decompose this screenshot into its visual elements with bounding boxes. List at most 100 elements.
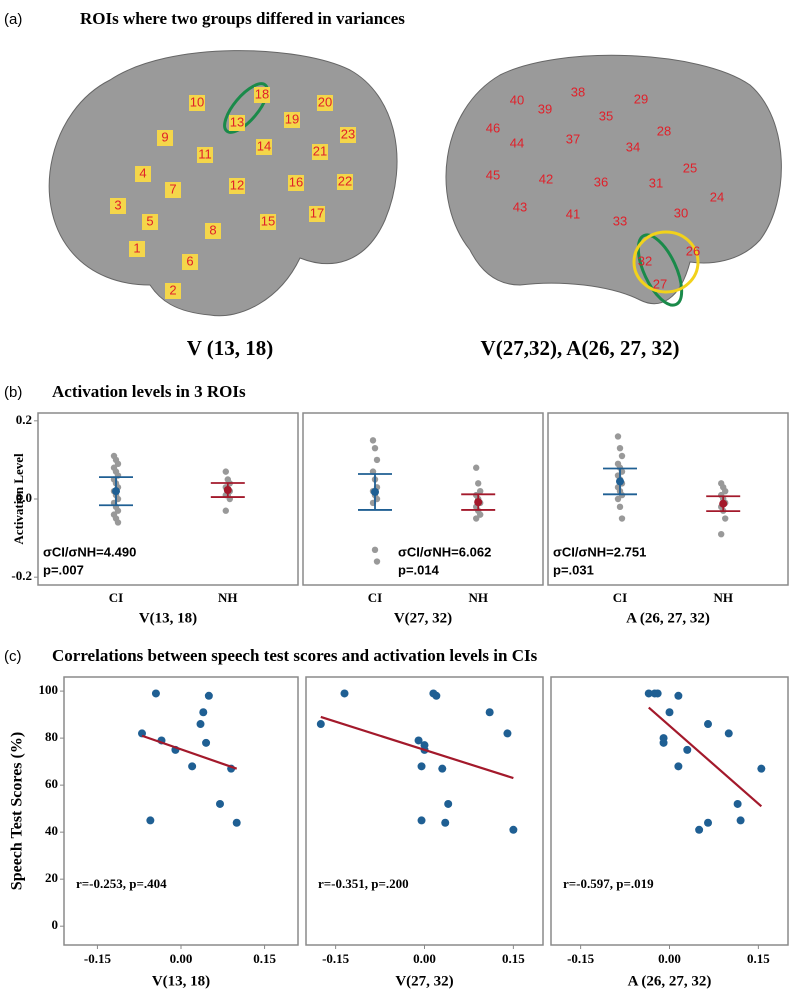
region-label: 42: [539, 171, 553, 186]
region-marker: [142, 214, 158, 230]
data-point: [444, 799, 453, 808]
x-tick-label: NH: [218, 590, 238, 605]
data-point: [204, 691, 213, 700]
x-axis-label: A (26, 27, 32): [626, 610, 710, 626]
region-marker: [337, 174, 353, 190]
data-point: [724, 729, 733, 738]
y-tick-label: 0.2: [16, 412, 32, 427]
y-tick-label: 20: [45, 870, 58, 885]
region-marker: [110, 198, 126, 214]
data-point: [733, 799, 742, 808]
x-tick-label: CI: [368, 590, 382, 605]
mean-point: [719, 499, 728, 508]
annotation: r=-0.253, p=.404: [76, 876, 167, 891]
data-point: [477, 511, 484, 518]
region-marker: [309, 206, 325, 222]
data-point: [718, 530, 725, 538]
data-point: [722, 515, 729, 522]
data-point: [509, 825, 518, 834]
region-label: 30: [674, 205, 688, 220]
region-label: 23: [341, 126, 355, 141]
x-tick-label: 0.00: [170, 951, 193, 966]
region-label: 33: [613, 213, 627, 228]
data-point: [371, 444, 379, 452]
data-point: [199, 708, 208, 717]
plot-frame: [305, 676, 544, 946]
plot-frame: [63, 676, 299, 946]
region-label: 5: [146, 213, 153, 228]
data-point: [222, 507, 229, 514]
brain-shape: [445, 54, 782, 305]
mean-point: [474, 498, 483, 507]
fit-line: [320, 715, 514, 780]
region-label: 14: [257, 138, 271, 153]
annotation: r=-0.351, p=.200: [318, 876, 409, 891]
x-tick-label: -0.15: [567, 951, 595, 966]
annotation: σCI/σNH=6.062: [398, 544, 491, 559]
region-label: 17: [310, 205, 324, 220]
region-label: 34: [626, 139, 640, 154]
region-label: 27: [653, 276, 667, 291]
mean-point: [223, 486, 232, 495]
region-marker: [312, 144, 328, 160]
data-point: [485, 708, 494, 717]
panel-label: (b): [4, 384, 22, 401]
region-label: 11: [198, 146, 212, 161]
annotation: σCI/σNH=4.490: [43, 544, 136, 559]
region-marker: [205, 223, 221, 239]
data-point: [659, 734, 668, 743]
region-label: 28: [657, 123, 671, 138]
data-point: [644, 689, 653, 698]
y-tick-label: 100: [39, 682, 59, 697]
x-tick-label: 0.15: [747, 951, 770, 966]
data-point: [417, 816, 426, 825]
data-point: [202, 738, 211, 747]
annotation: p=.007: [43, 562, 84, 577]
data-point: [614, 433, 622, 440]
data-point: [371, 546, 379, 554]
region-marker: [229, 178, 245, 194]
region-label: 35: [599, 108, 613, 123]
x-tick-label: -0.15: [322, 951, 350, 966]
region-marker: [340, 127, 356, 143]
region-label: 2: [169, 282, 176, 297]
data-point: [114, 507, 122, 514]
data-point: [503, 729, 512, 738]
region-marker: [197, 147, 213, 163]
y-tick-label: 40: [45, 823, 58, 838]
y-axis-label: Activation Level: [11, 453, 26, 545]
data-point: [340, 689, 349, 698]
region-marker: [260, 214, 276, 230]
data-point: [438, 764, 447, 773]
panel-title: ROIs where two groups differed in varian…: [80, 9, 405, 28]
region-label: 43: [513, 199, 527, 214]
data-point: [704, 720, 713, 729]
data-point: [674, 691, 683, 700]
region-label: 41: [566, 206, 580, 221]
data-point: [369, 437, 377, 444]
brain-caption: V (13, 18): [187, 336, 274, 360]
region-label: 45: [486, 167, 500, 182]
data-point: [477, 487, 484, 495]
region-label: 13: [230, 114, 244, 129]
region-label: 38: [571, 84, 585, 99]
region-label: 1: [133, 240, 140, 255]
data-point: [441, 818, 450, 827]
fit-line: [648, 706, 763, 808]
data-point: [616, 444, 624, 452]
x-tick-label: 0.00: [413, 951, 436, 966]
y-tick-label: -0.2: [11, 568, 32, 583]
x-tick-label: -0.15: [84, 951, 112, 966]
data-point: [151, 689, 160, 698]
region-marker: [284, 112, 300, 128]
region-marker: [317, 95, 333, 111]
data-point: [432, 691, 441, 700]
x-axis-label: V(13, 18): [152, 973, 210, 989]
region-label: 44: [510, 135, 524, 150]
y-tick-label: 0: [52, 917, 59, 932]
region-marker: [254, 87, 270, 103]
data-point: [316, 720, 325, 729]
region-label: 9: [161, 129, 168, 144]
region-label: 21: [313, 143, 327, 158]
region-label: 19: [285, 111, 299, 126]
